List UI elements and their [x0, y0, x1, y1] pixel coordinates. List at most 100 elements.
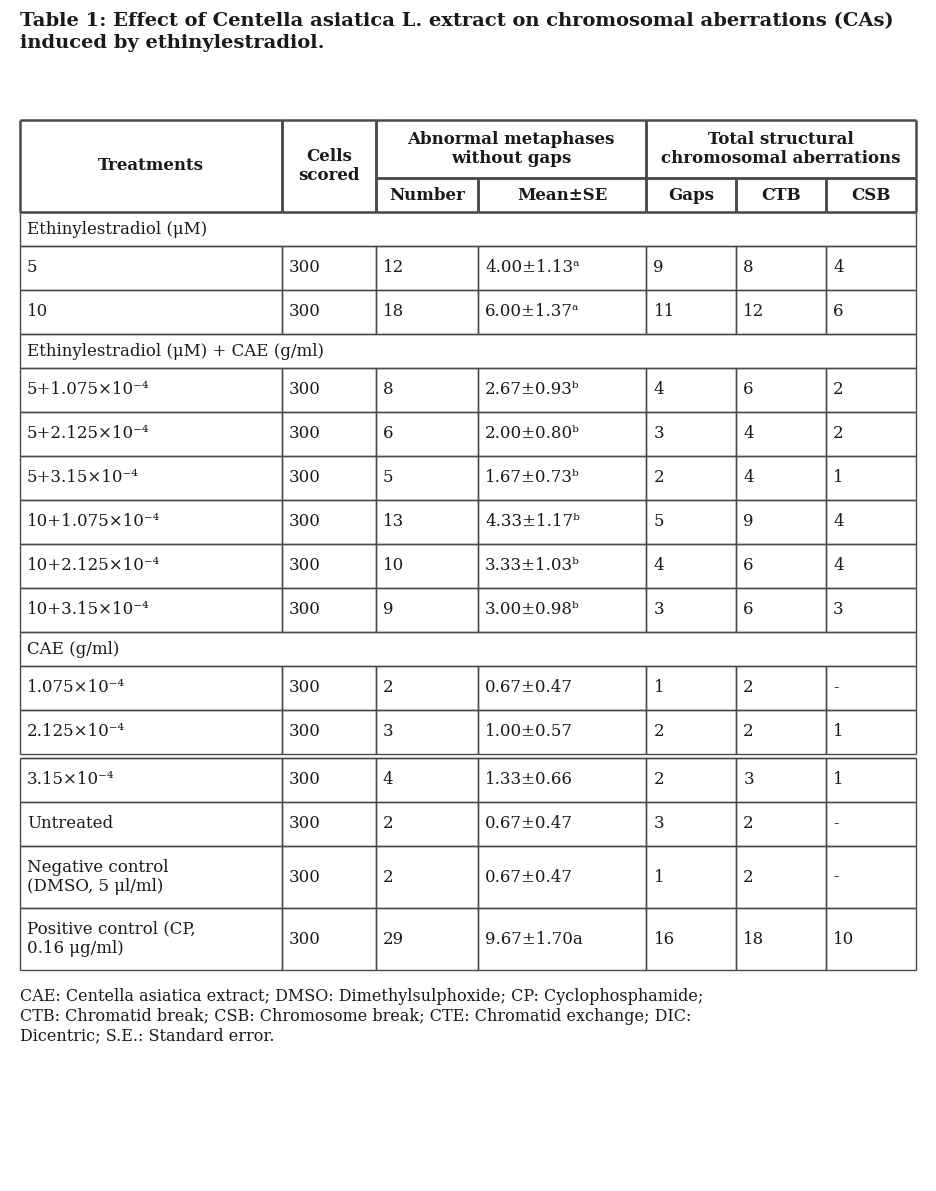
Text: 10+3.15×10⁻⁴: 10+3.15×10⁻⁴ — [27, 601, 150, 618]
Text: 16: 16 — [653, 930, 675, 948]
Text: 11: 11 — [653, 304, 675, 320]
Text: 9: 9 — [743, 513, 753, 530]
Text: 1.00±0.57: 1.00±0.57 — [485, 723, 573, 741]
Text: 6: 6 — [743, 557, 753, 574]
Text: 6.00±1.37ᵃ: 6.00±1.37ᵃ — [485, 304, 579, 320]
Text: 5+3.15×10⁻⁴: 5+3.15×10⁻⁴ — [27, 469, 139, 486]
Text: 6: 6 — [383, 425, 393, 443]
Text: Number: Number — [388, 187, 465, 204]
Text: Ethinylestradiol (μM) + CAE (g/ml): Ethinylestradiol (μM) + CAE (g/ml) — [27, 343, 324, 360]
Text: Ethinylestradiol (μM): Ethinylestradiol (μM) — [27, 220, 207, 237]
Text: 300: 300 — [289, 304, 321, 320]
Text: 2: 2 — [743, 816, 753, 833]
Text: 2: 2 — [743, 723, 753, 741]
Text: 5: 5 — [383, 469, 393, 486]
Text: 300: 300 — [289, 601, 321, 618]
Text: 2: 2 — [383, 868, 393, 885]
Text: Gaps: Gaps — [668, 187, 714, 204]
Text: 1: 1 — [833, 772, 843, 788]
Text: Cells
scored: Cells scored — [298, 148, 359, 185]
Text: 2: 2 — [833, 381, 843, 399]
Text: 5: 5 — [27, 260, 37, 276]
Text: 1.67±0.73ᵇ: 1.67±0.73ᵇ — [485, 469, 579, 486]
Text: 3: 3 — [653, 816, 664, 833]
Text: 18: 18 — [383, 304, 404, 320]
Text: 300: 300 — [289, 381, 321, 399]
Text: 300: 300 — [289, 469, 321, 486]
Text: 3: 3 — [743, 772, 753, 788]
Text: 300: 300 — [289, 772, 321, 788]
Text: 18: 18 — [743, 930, 765, 948]
Text: 1: 1 — [833, 723, 843, 741]
Text: 300: 300 — [289, 513, 321, 530]
Text: CAE: Centella asiatica extract; DMSO: Dimethylsulphoxide; CP: Cyclophosphamide;
: CAE: Centella asiatica extract; DMSO: Di… — [20, 989, 703, 1045]
Text: 1: 1 — [653, 868, 664, 885]
Text: 2: 2 — [383, 680, 393, 697]
Text: 9: 9 — [383, 601, 393, 618]
Text: 0.67±0.47: 0.67±0.47 — [485, 868, 573, 885]
Text: 4: 4 — [383, 772, 393, 788]
Text: 300: 300 — [289, 425, 321, 443]
Text: 1: 1 — [653, 680, 664, 697]
Text: 3: 3 — [653, 425, 664, 443]
Text: 6: 6 — [743, 381, 753, 399]
Text: 4: 4 — [743, 425, 753, 443]
Text: 2.125×10⁻⁴: 2.125×10⁻⁴ — [27, 723, 125, 741]
Text: 300: 300 — [289, 680, 321, 697]
Text: 2: 2 — [743, 868, 753, 885]
Text: Negative control
(DMSO, 5 μl/ml): Negative control (DMSO, 5 μl/ml) — [27, 859, 168, 896]
Text: Mean±SE: Mean±SE — [517, 187, 607, 204]
Text: 4: 4 — [833, 557, 843, 574]
Text: 300: 300 — [289, 868, 321, 885]
Text: 300: 300 — [289, 723, 321, 741]
Text: 12: 12 — [383, 260, 404, 276]
Text: 5+2.125×10⁻⁴: 5+2.125×10⁻⁴ — [27, 425, 150, 443]
Text: 3: 3 — [383, 723, 393, 741]
Text: -: - — [833, 816, 839, 833]
Text: 1.075×10⁻⁴: 1.075×10⁻⁴ — [27, 680, 125, 697]
Text: 1.33±0.66: 1.33±0.66 — [485, 772, 573, 788]
Text: CAE (g/ml): CAE (g/ml) — [27, 641, 120, 657]
Text: 2: 2 — [833, 425, 843, 443]
Text: Total structural
chromosomal aberrations: Total structural chromosomal aberrations — [662, 131, 901, 167]
Text: 3: 3 — [833, 601, 843, 618]
Text: 3.33±1.03ᵇ: 3.33±1.03ᵇ — [485, 557, 580, 574]
Text: induced by ethinylestradiol.: induced by ethinylestradiol. — [20, 35, 325, 52]
Text: 12: 12 — [743, 304, 765, 320]
Text: 4.33±1.17ᵇ: 4.33±1.17ᵇ — [485, 513, 580, 530]
Text: 10: 10 — [27, 304, 49, 320]
Text: 5+1.075×10⁻⁴: 5+1.075×10⁻⁴ — [27, 381, 150, 399]
Text: 3.15×10⁻⁴: 3.15×10⁻⁴ — [27, 772, 114, 788]
Text: 2: 2 — [383, 816, 393, 833]
Text: 4: 4 — [743, 469, 753, 486]
Text: Abnormal metaphases
without gaps: Abnormal metaphases without gaps — [407, 131, 615, 167]
Text: 4: 4 — [653, 381, 664, 399]
Text: 13: 13 — [383, 513, 404, 530]
Text: 2: 2 — [653, 772, 664, 788]
Text: Untreated: Untreated — [27, 816, 113, 833]
Text: 29: 29 — [383, 930, 403, 948]
Text: 0.67±0.47: 0.67±0.47 — [485, 816, 573, 833]
Text: 300: 300 — [289, 930, 321, 948]
Text: 5: 5 — [653, 513, 664, 530]
Text: 3: 3 — [653, 601, 664, 618]
Text: 6: 6 — [833, 304, 843, 320]
Text: 2.00±0.80ᵇ: 2.00±0.80ᵇ — [485, 425, 580, 443]
Text: 8: 8 — [743, 260, 753, 276]
Text: 300: 300 — [289, 816, 321, 833]
Text: 4.00±1.13ᵃ: 4.00±1.13ᵃ — [485, 260, 579, 276]
Text: CTB: CTB — [761, 187, 801, 204]
Text: 9.67±1.70a: 9.67±1.70a — [485, 930, 583, 948]
Text: 9: 9 — [653, 260, 664, 276]
Text: 10+2.125×10⁻⁴: 10+2.125×10⁻⁴ — [27, 557, 160, 574]
Text: 2.67±0.93ᵇ: 2.67±0.93ᵇ — [485, 381, 579, 399]
Text: 3.00±0.98ᵇ: 3.00±0.98ᵇ — [485, 601, 579, 618]
Text: CSB: CSB — [852, 187, 891, 204]
Text: Treatments: Treatments — [98, 157, 204, 175]
Text: Positive control (CP,
0.16 μg/ml): Positive control (CP, 0.16 μg/ml) — [27, 921, 196, 958]
Text: 4: 4 — [833, 260, 843, 276]
Text: 300: 300 — [289, 557, 321, 574]
Text: 300: 300 — [289, 260, 321, 276]
Text: 10: 10 — [383, 557, 404, 574]
Text: -: - — [833, 680, 839, 697]
